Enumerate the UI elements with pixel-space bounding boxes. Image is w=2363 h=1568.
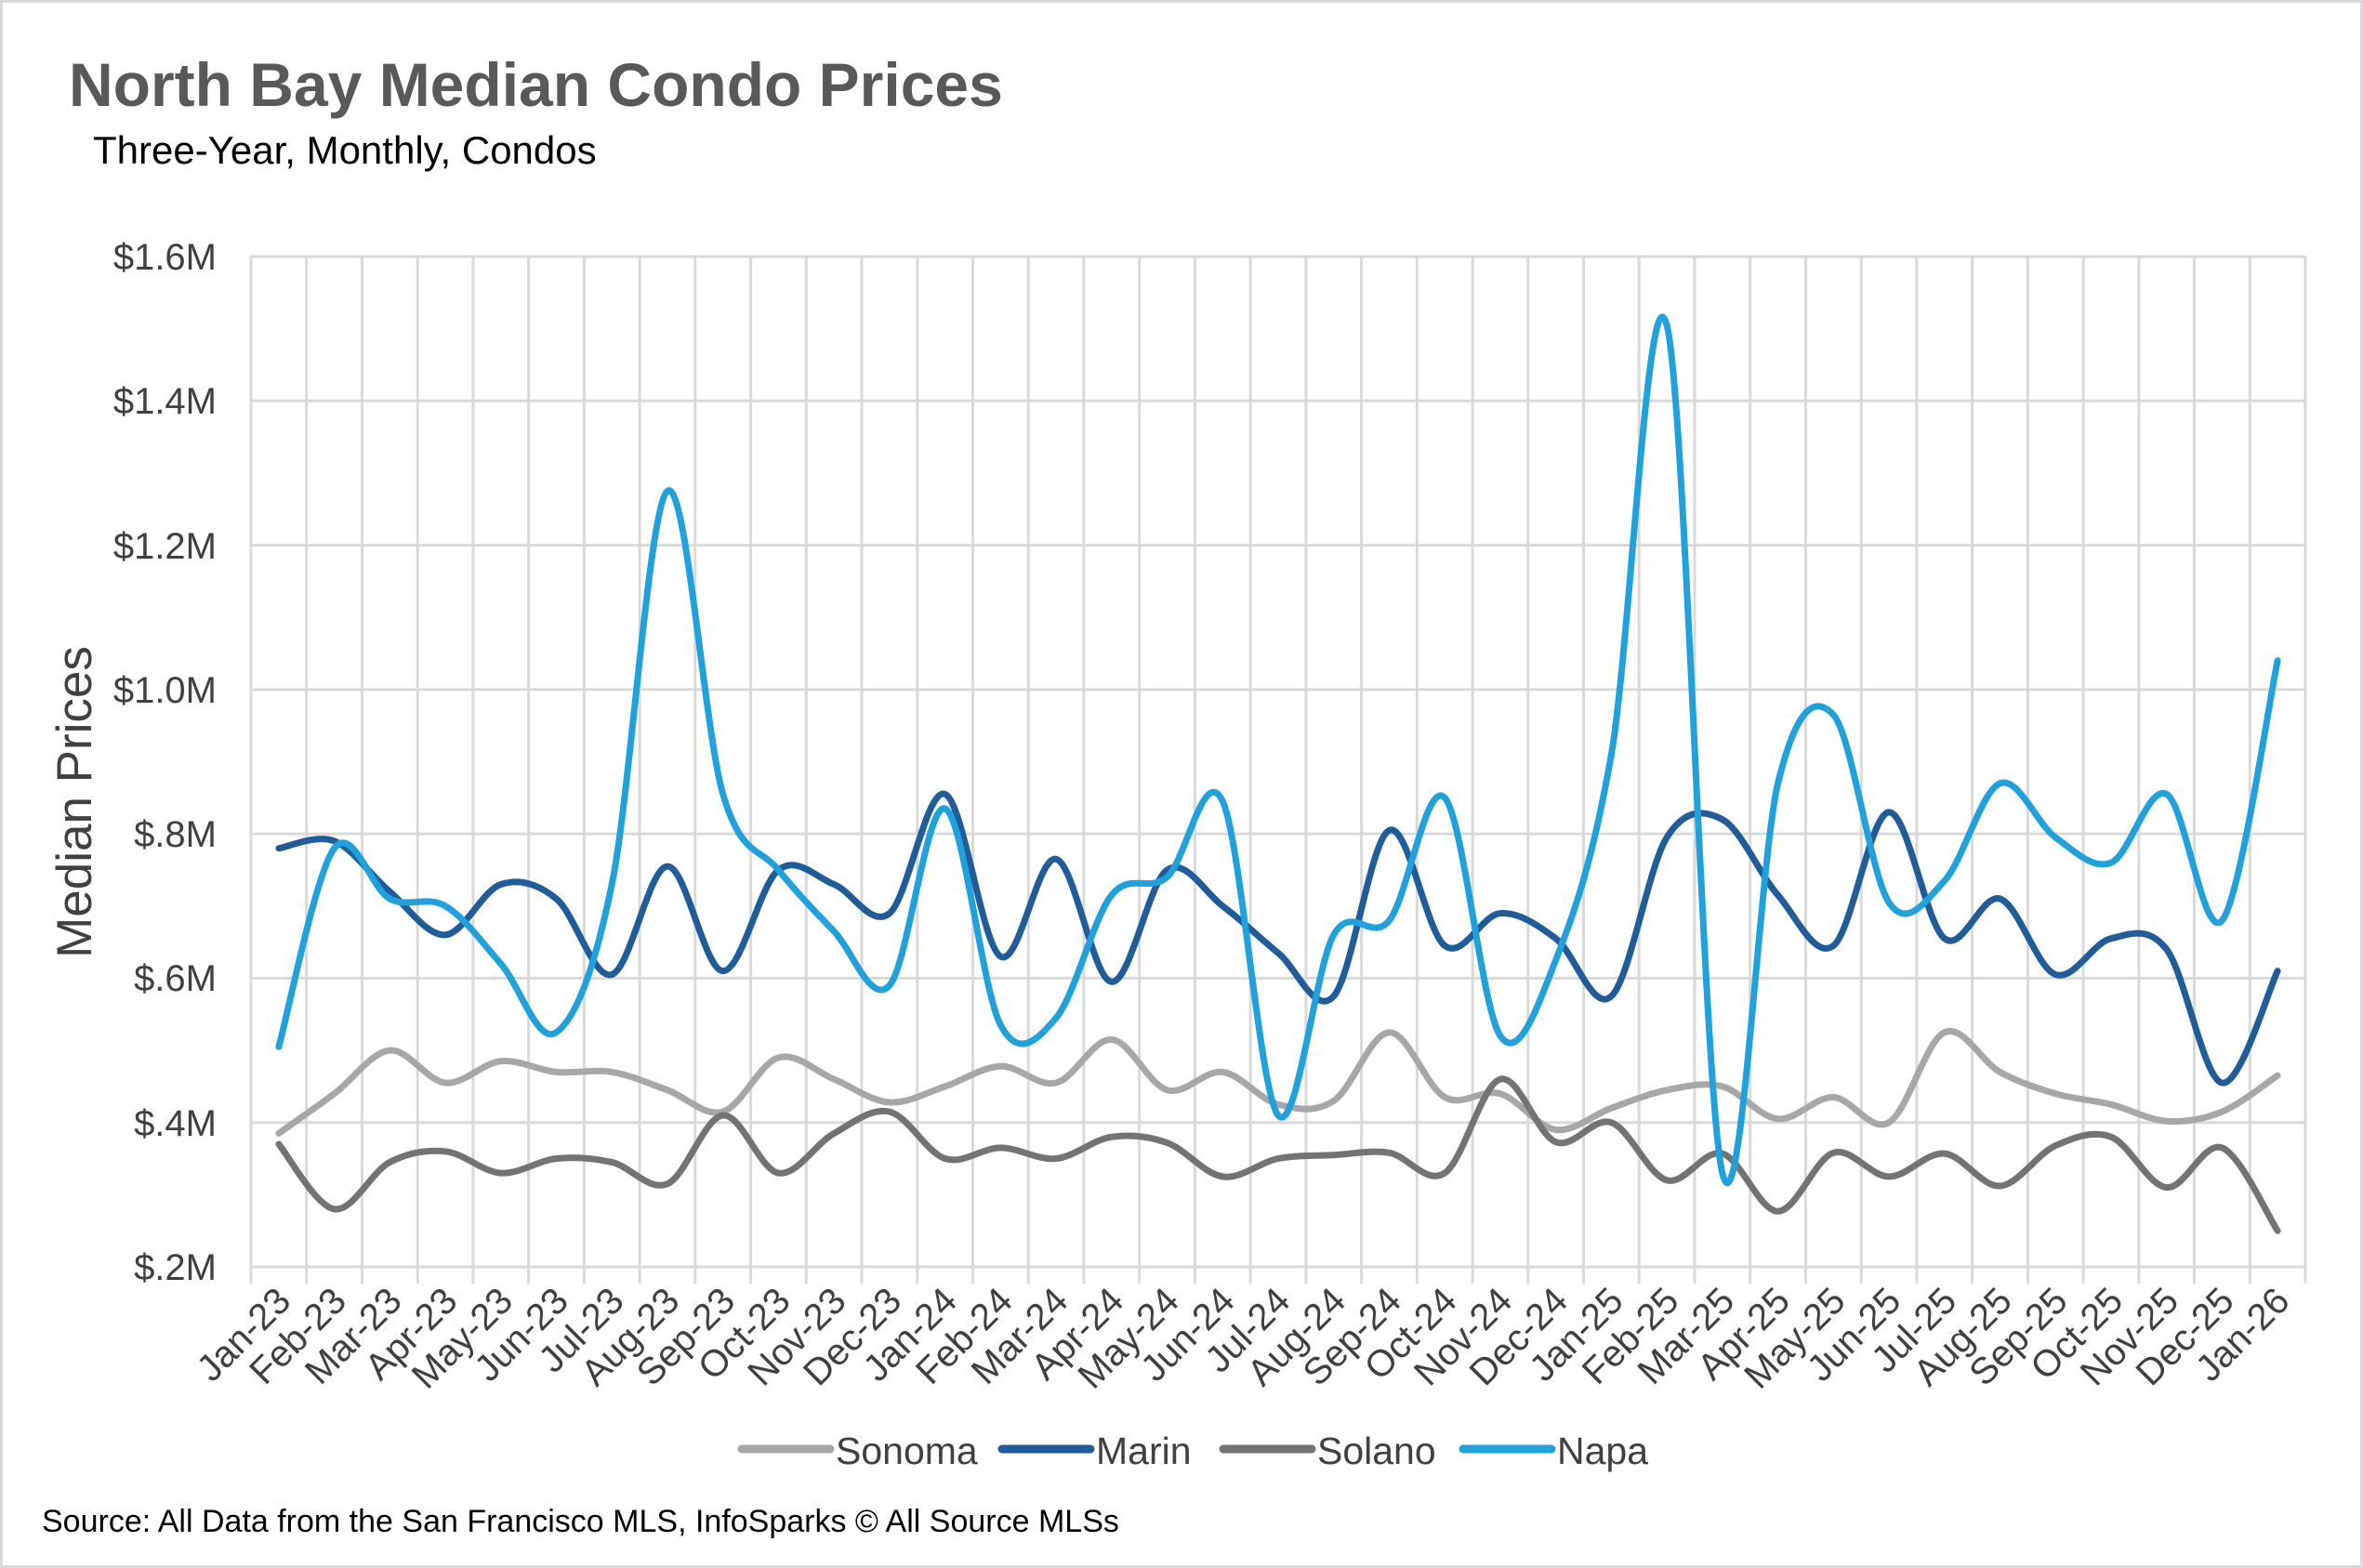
svg-text:North Bay Median Condo Prices: North Bay Median Condo Prices [69,50,1003,119]
svg-text:$.8M: $.8M [134,814,217,855]
svg-text:Napa: Napa [1557,1430,1648,1472]
svg-text:$1.2M: $1.2M [113,526,217,567]
svg-text:Sonoma: Sonoma [836,1430,978,1472]
svg-text:Source: All Data from the San: Source: All Data from the San Francisco … [42,1504,1119,1539]
svg-text:$1.0M: $1.0M [113,670,217,711]
svg-text:Marin: Marin [1096,1430,1192,1472]
svg-text:Three-Year, Monthly, Condos: Three-Year, Monthly, Condos [93,128,597,172]
svg-text:$.4M: $.4M [134,1103,217,1144]
svg-text:Median Prices: Median Prices [47,646,102,958]
svg-text:$.6M: $.6M [134,958,217,999]
svg-text:$1.6M: $1.6M [113,237,217,278]
svg-text:Solano: Solano [1317,1430,1436,1472]
svg-text:$.2M: $.2M [134,1247,217,1288]
svg-text:$1.4M: $1.4M [113,381,217,422]
